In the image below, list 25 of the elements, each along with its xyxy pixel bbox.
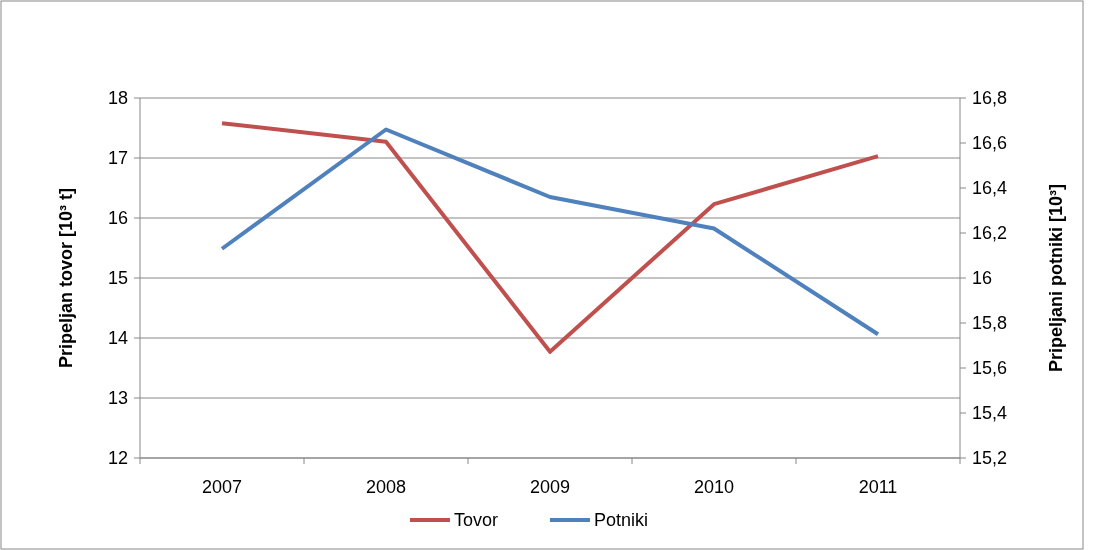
y-axis-title: Pripeljan tovor [10³ t] (56, 187, 76, 369)
y2-tick-label: 16 (972, 268, 993, 289)
y2-tick-label: 16,6 (972, 133, 1008, 154)
y2-tick-label: 16,2 (972, 223, 1008, 244)
y2-tick-label: 16,4 (972, 178, 1008, 199)
x-tick-label: 2010 (693, 477, 735, 497)
y-tick-label: 13 (107, 388, 128, 409)
y-tick-label: 16 (107, 208, 128, 229)
legend-label: Tovor (454, 510, 499, 531)
x-tick-label: 2009 (529, 477, 571, 497)
y2-axis-title: Pripeljani potniki [10³] (1046, 183, 1066, 373)
y2-tick-label: 15,2 (972, 448, 1008, 469)
y2-tick-label: 15,4 (972, 403, 1008, 424)
legend-label: Potniki (594, 510, 649, 531)
y-tick-label: 15 (107, 268, 128, 289)
y2-tick-label: 16,8 (972, 88, 1008, 109)
x-tick-label: 2011 (858, 477, 898, 497)
x-tick-label: 2008 (365, 477, 407, 497)
y-tick-label: 17 (107, 148, 128, 169)
y2-tick-label: 15,8 (972, 313, 1008, 334)
x-tick-label: 2007 (201, 477, 243, 497)
y-tick-label: 14 (107, 328, 128, 349)
y2-tick-label: 15,6 (972, 358, 1008, 379)
y-tick-label: 12 (107, 448, 128, 469)
y-tick-label: 18 (107, 88, 128, 109)
